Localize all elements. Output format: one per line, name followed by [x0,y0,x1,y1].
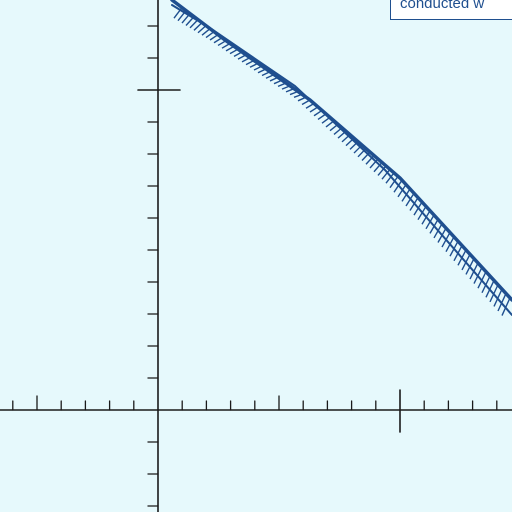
hatch-line [193,22,203,31]
hatch-line [385,172,395,184]
hatch-line [365,154,375,165]
hatch-line [381,168,391,180]
hatch-line [377,165,387,176]
annotation-box: conducted w [390,0,512,20]
band-hatching [173,7,511,316]
axis-ticks [12,25,498,507]
hatch-line [389,175,399,189]
hatched-band [170,0,512,316]
band-lower-edge [171,4,512,316]
hatch-line [373,161,383,173]
annotation-text: conducted w [400,0,485,12]
hatch-line [369,158,379,169]
band-upper-edge [170,0,512,302]
